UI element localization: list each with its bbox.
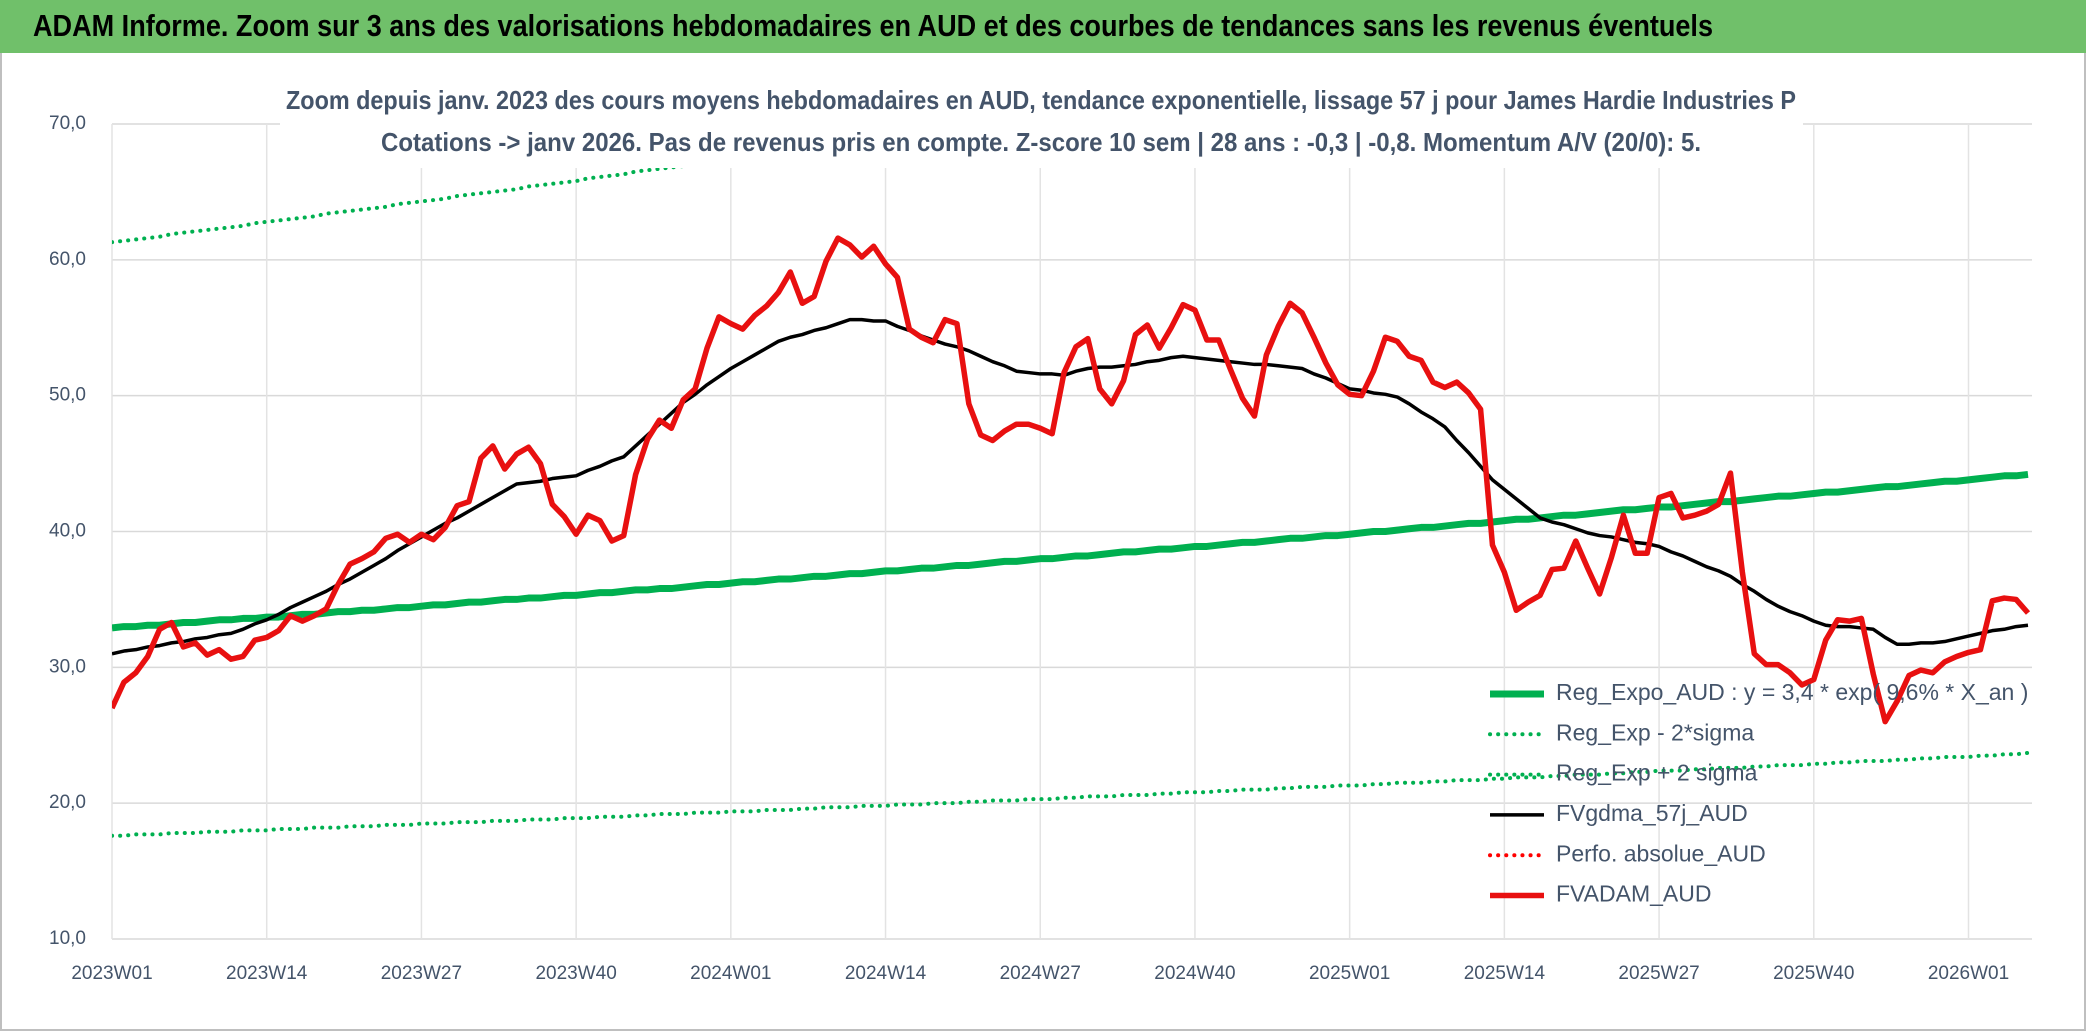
y-tick-label: 40,0 [49,521,86,542]
chart-title: Zoom depuis janv. 2023 des cours moyens … [286,85,1796,115]
x-tick-label: 2025W40 [1773,963,1854,984]
y-tick-label: 60,0 [49,249,86,270]
x-tick-label: 2023W27 [381,963,462,984]
x-tick-label: 2024W01 [690,963,771,984]
x-tick-label: 2026W01 [1928,963,2009,984]
header-title: ADAM Informe. Zoom sur 3 ans des valoris… [33,8,1713,43]
x-tick-label: 2024W14 [845,963,927,984]
legend-label: Reg_Exp - 2*sigma [1556,719,1754,745]
chart-title-box: Zoom depuis janv. 2023 des cours moyens … [280,80,1803,168]
title-background [280,80,1803,168]
y-tick-label: 30,0 [49,656,86,677]
x-tick-label: 2025W27 [1618,963,1699,984]
x-tick-label: 2024W27 [1000,963,1081,984]
y-tick-label: 50,0 [49,385,86,406]
series-line [112,118,1028,245]
y-tick-label: 20,0 [49,792,86,813]
y-tick-label: 10,0 [49,928,86,949]
series-line [112,317,2029,656]
legend-label: Reg_Exp + 2 sigma [1556,760,1758,786]
series-lines [112,118,2031,838]
series-line [112,470,2029,632]
header-bar [0,0,2086,53]
chart-subtitle: Cotations -> janv 2026. Pas de revenus p… [381,127,1701,157]
series-line [112,235,2031,725]
legend-label: FVgdma_57j_AUD [1556,800,1748,826]
x-tick-label: 2023W40 [535,963,616,984]
x-tick-label: 2025W14 [1464,963,1546,984]
x-tick-label: 2024W40 [1154,963,1235,984]
legend-label: FVADAM_AUD [1556,881,1712,907]
legend: Reg_Expo_AUD : y = 3,4 * exp( 9,6% * X_a… [1488,679,2028,907]
y-tick-label: 70,0 [49,113,86,134]
legend-label: Reg_Expo_AUD : y = 3,4 * exp( 9,6% * X_a… [1556,679,2028,705]
x-tick-label: 2023W01 [71,963,152,984]
axes: 10,0 20,0 30,0 40,0 50,0 60,0 70,0 2023W01 2023W… [49,113,2009,984]
legend-label: Perfo. absolue_AUD [1556,840,1766,866]
x-tick-label: 2025W01 [1309,963,1390,984]
x-tick-label: 2023W14 [226,963,308,984]
